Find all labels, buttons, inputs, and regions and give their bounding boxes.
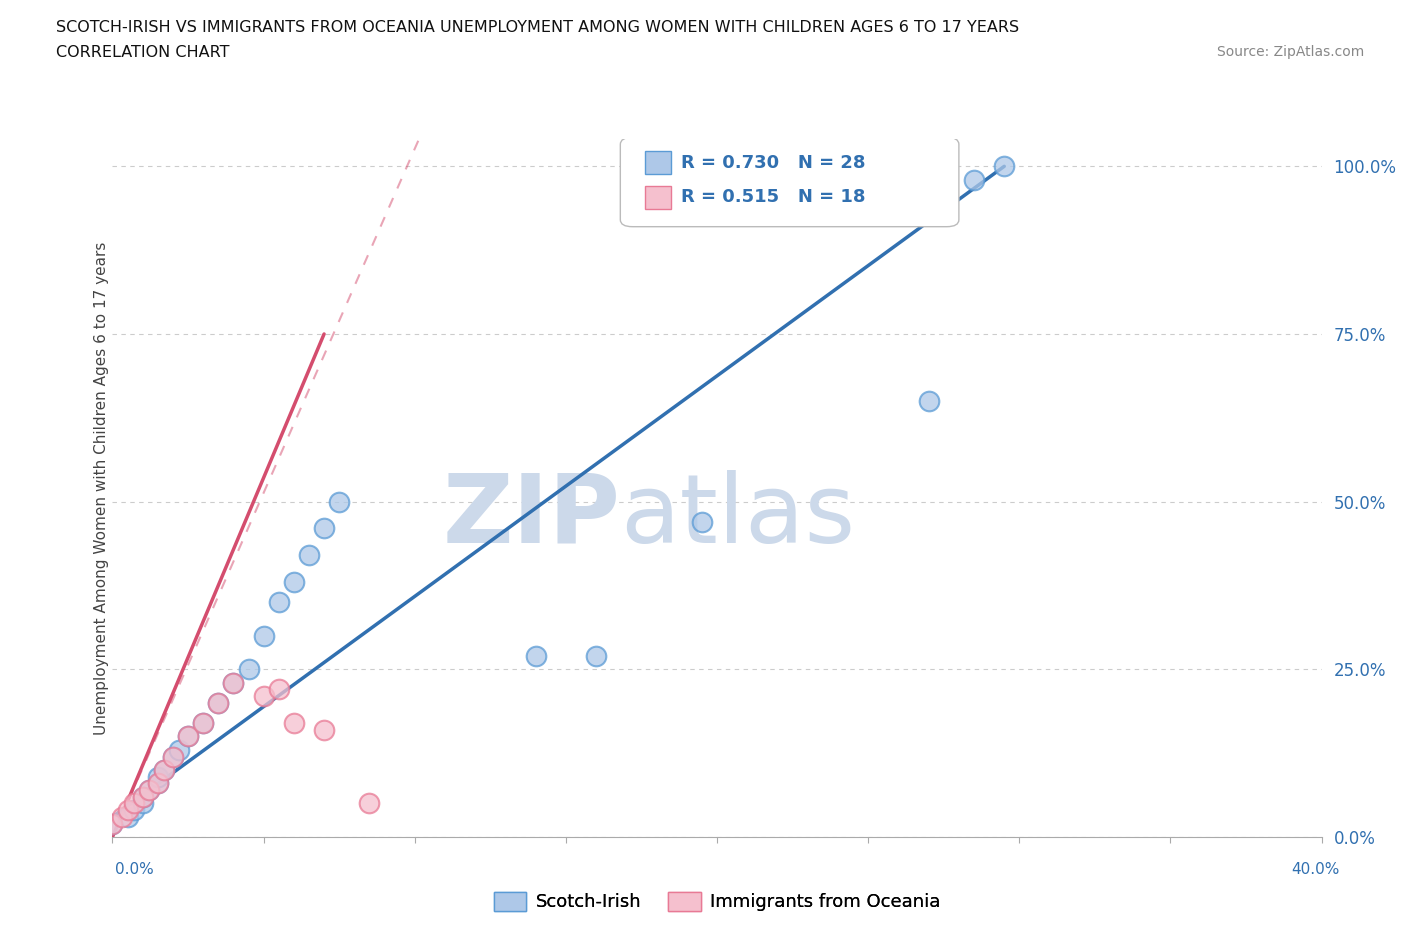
Point	[138, 783, 160, 798]
Point	[328, 494, 350, 509]
Point	[146, 776, 169, 790]
Legend: Scotch-Irish, Immigrants from Oceania: Scotch-Irish, Immigrants from Oceania	[486, 884, 948, 919]
Text: ZIP: ZIP	[443, 470, 620, 563]
Point	[283, 575, 305, 590]
Point	[267, 595, 290, 610]
Point	[146, 769, 169, 784]
Text: atlas: atlas	[620, 470, 855, 563]
Y-axis label: Unemployment Among Women with Children Ages 6 to 17 years: Unemployment Among Women with Children A…	[94, 242, 108, 735]
Text: R = 0.515   N = 18: R = 0.515 N = 18	[681, 189, 865, 206]
Point	[153, 763, 176, 777]
Text: 0.0%: 0.0%	[115, 862, 155, 877]
Point	[177, 729, 200, 744]
Point	[993, 159, 1015, 174]
Point	[132, 790, 155, 804]
Point	[122, 803, 145, 817]
Point	[585, 648, 607, 663]
Point	[122, 796, 145, 811]
Point	[110, 809, 132, 824]
FancyBboxPatch shape	[644, 186, 671, 209]
Text: Source: ZipAtlas.com: Source: ZipAtlas.com	[1216, 45, 1364, 59]
Text: CORRELATION CHART: CORRELATION CHART	[56, 45, 229, 60]
Point	[101, 817, 124, 831]
Point	[222, 675, 245, 690]
Point	[132, 790, 155, 804]
Point	[138, 783, 160, 798]
Point	[132, 796, 155, 811]
Point	[191, 715, 214, 730]
Point	[207, 696, 229, 711]
Point	[253, 629, 276, 644]
Point	[153, 763, 176, 777]
FancyBboxPatch shape	[620, 138, 959, 227]
Point	[690, 514, 713, 529]
Point	[314, 521, 336, 536]
Text: R = 0.730   N = 28: R = 0.730 N = 28	[681, 153, 865, 171]
Point	[267, 682, 290, 697]
Point	[101, 817, 124, 831]
Point	[207, 696, 229, 711]
Point	[963, 172, 986, 187]
Point	[314, 723, 336, 737]
Point	[167, 742, 190, 757]
Point	[162, 749, 184, 764]
Point	[191, 715, 214, 730]
Point	[524, 648, 547, 663]
Point	[146, 776, 169, 790]
Point	[117, 809, 139, 824]
Text: 40.0%: 40.0%	[1292, 862, 1340, 877]
Point	[298, 548, 321, 563]
Point	[283, 715, 305, 730]
Point	[162, 749, 184, 764]
FancyBboxPatch shape	[644, 151, 671, 175]
Point	[117, 803, 139, 817]
Point	[238, 662, 260, 677]
Point	[177, 729, 200, 744]
Point	[918, 393, 941, 408]
Point	[253, 689, 276, 704]
Point	[359, 796, 381, 811]
Point	[222, 675, 245, 690]
Text: SCOTCH-IRISH VS IMMIGRANTS FROM OCEANIA UNEMPLOYMENT AMONG WOMEN WITH CHILDREN A: SCOTCH-IRISH VS IMMIGRANTS FROM OCEANIA …	[56, 20, 1019, 35]
